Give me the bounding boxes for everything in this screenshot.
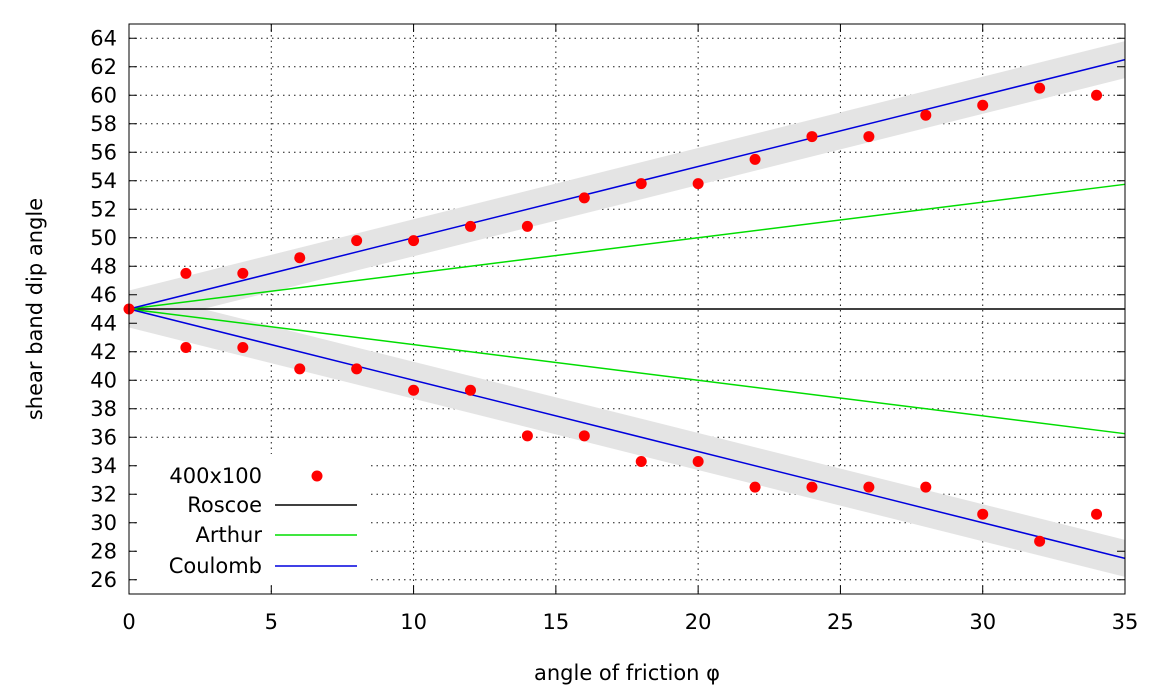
data-point	[237, 341, 249, 353]
data-point	[920, 109, 932, 121]
legend-label-roscoe: Roscoe	[187, 493, 262, 517]
y-tick-label: 50	[90, 226, 117, 250]
data-point	[1034, 82, 1046, 94]
data-point	[863, 131, 875, 143]
legend-label-coulomb: Coulomb	[169, 554, 262, 578]
data-point	[464, 220, 476, 232]
data-point	[294, 363, 306, 375]
legend-marker-points	[311, 470, 323, 482]
y-tick-label: 28	[90, 539, 117, 563]
x-tick-label: 25	[827, 610, 854, 634]
coulomb-line-1	[128, 58, 1126, 310]
y-tick-label: 44	[90, 311, 117, 335]
data-point	[920, 481, 932, 493]
x-tick-label: 10	[400, 610, 427, 634]
data-point	[294, 252, 306, 264]
data-point	[977, 508, 989, 520]
data-point	[863, 481, 875, 493]
y-axis-label: shear band dip angle	[23, 198, 47, 420]
y-tick-label: 40	[90, 368, 117, 392]
data-points	[123, 82, 1103, 547]
x-tick-label: 20	[685, 610, 712, 634]
y-tick-label: 32	[90, 482, 117, 506]
legend-background	[138, 454, 368, 584]
y-tick-label: 38	[90, 397, 117, 421]
x-tick-label: 0	[122, 610, 135, 634]
y-tick-label: 30	[90, 511, 117, 535]
data-point	[692, 178, 704, 190]
y-tick-label: 54	[90, 169, 117, 193]
data-point	[578, 192, 590, 204]
y-tick-label: 48	[90, 254, 117, 278]
y-tick-label: 42	[90, 340, 117, 364]
data-point	[521, 220, 533, 232]
y-tick-label: 64	[90, 26, 117, 50]
data-point	[692, 455, 704, 467]
y-tick-label: 62	[90, 55, 117, 79]
data-point	[806, 481, 818, 493]
data-point	[635, 178, 647, 190]
data-point	[351, 363, 363, 375]
data-point	[408, 384, 420, 396]
data-point	[578, 430, 590, 442]
x-tick-label: 5	[265, 610, 278, 634]
data-point	[464, 384, 476, 396]
x-tick-label: 35	[1112, 610, 1139, 634]
legend: 400x100 Roscoe Arthur Coulomb	[138, 454, 368, 584]
y-tick-label: 36	[90, 425, 117, 449]
y-tick-label: 56	[90, 140, 117, 164]
data-point	[180, 341, 192, 353]
data-point	[1034, 535, 1046, 547]
y-tick-label: 26	[90, 568, 117, 592]
legend-label-400x100: 400x100	[169, 464, 262, 488]
data-point	[1091, 508, 1103, 520]
data-point	[749, 481, 761, 493]
y-tick-label: 34	[90, 454, 117, 478]
data-point	[806, 131, 818, 143]
data-point	[408, 235, 420, 247]
coulomb-line-2	[128, 308, 1126, 560]
data-point	[635, 455, 647, 467]
y-axis-ticks: 26 28 30 32 34 36 38 40 42 44 46 48 50 52 54 56 58 60 62 64	[90, 26, 1125, 592]
arthur-line-1	[128, 183, 1126, 310]
x-axis-label: angle of friction φ	[534, 661, 720, 685]
data-point	[977, 99, 989, 111]
x-axis-ticks: 0 5 10 15 20 25 30 35	[122, 24, 1138, 634]
data-point	[1091, 89, 1103, 101]
data-point	[237, 267, 249, 279]
x-tick-label: 30	[969, 610, 996, 634]
arthur-line-2	[128, 308, 1126, 435]
x-tick-label: 15	[542, 610, 569, 634]
legend-label-arthur: Arthur	[196, 523, 263, 547]
data-point	[351, 235, 363, 247]
y-tick-label: 46	[90, 283, 117, 307]
model-lines	[128, 58, 1126, 560]
y-tick-label: 52	[90, 197, 117, 221]
y-tick-label: 58	[90, 112, 117, 136]
data-point	[521, 430, 533, 442]
plot-frame	[128, 23, 1126, 595]
data-point	[749, 153, 761, 165]
data-point	[180, 267, 192, 279]
y-tick-label: 60	[90, 83, 117, 107]
